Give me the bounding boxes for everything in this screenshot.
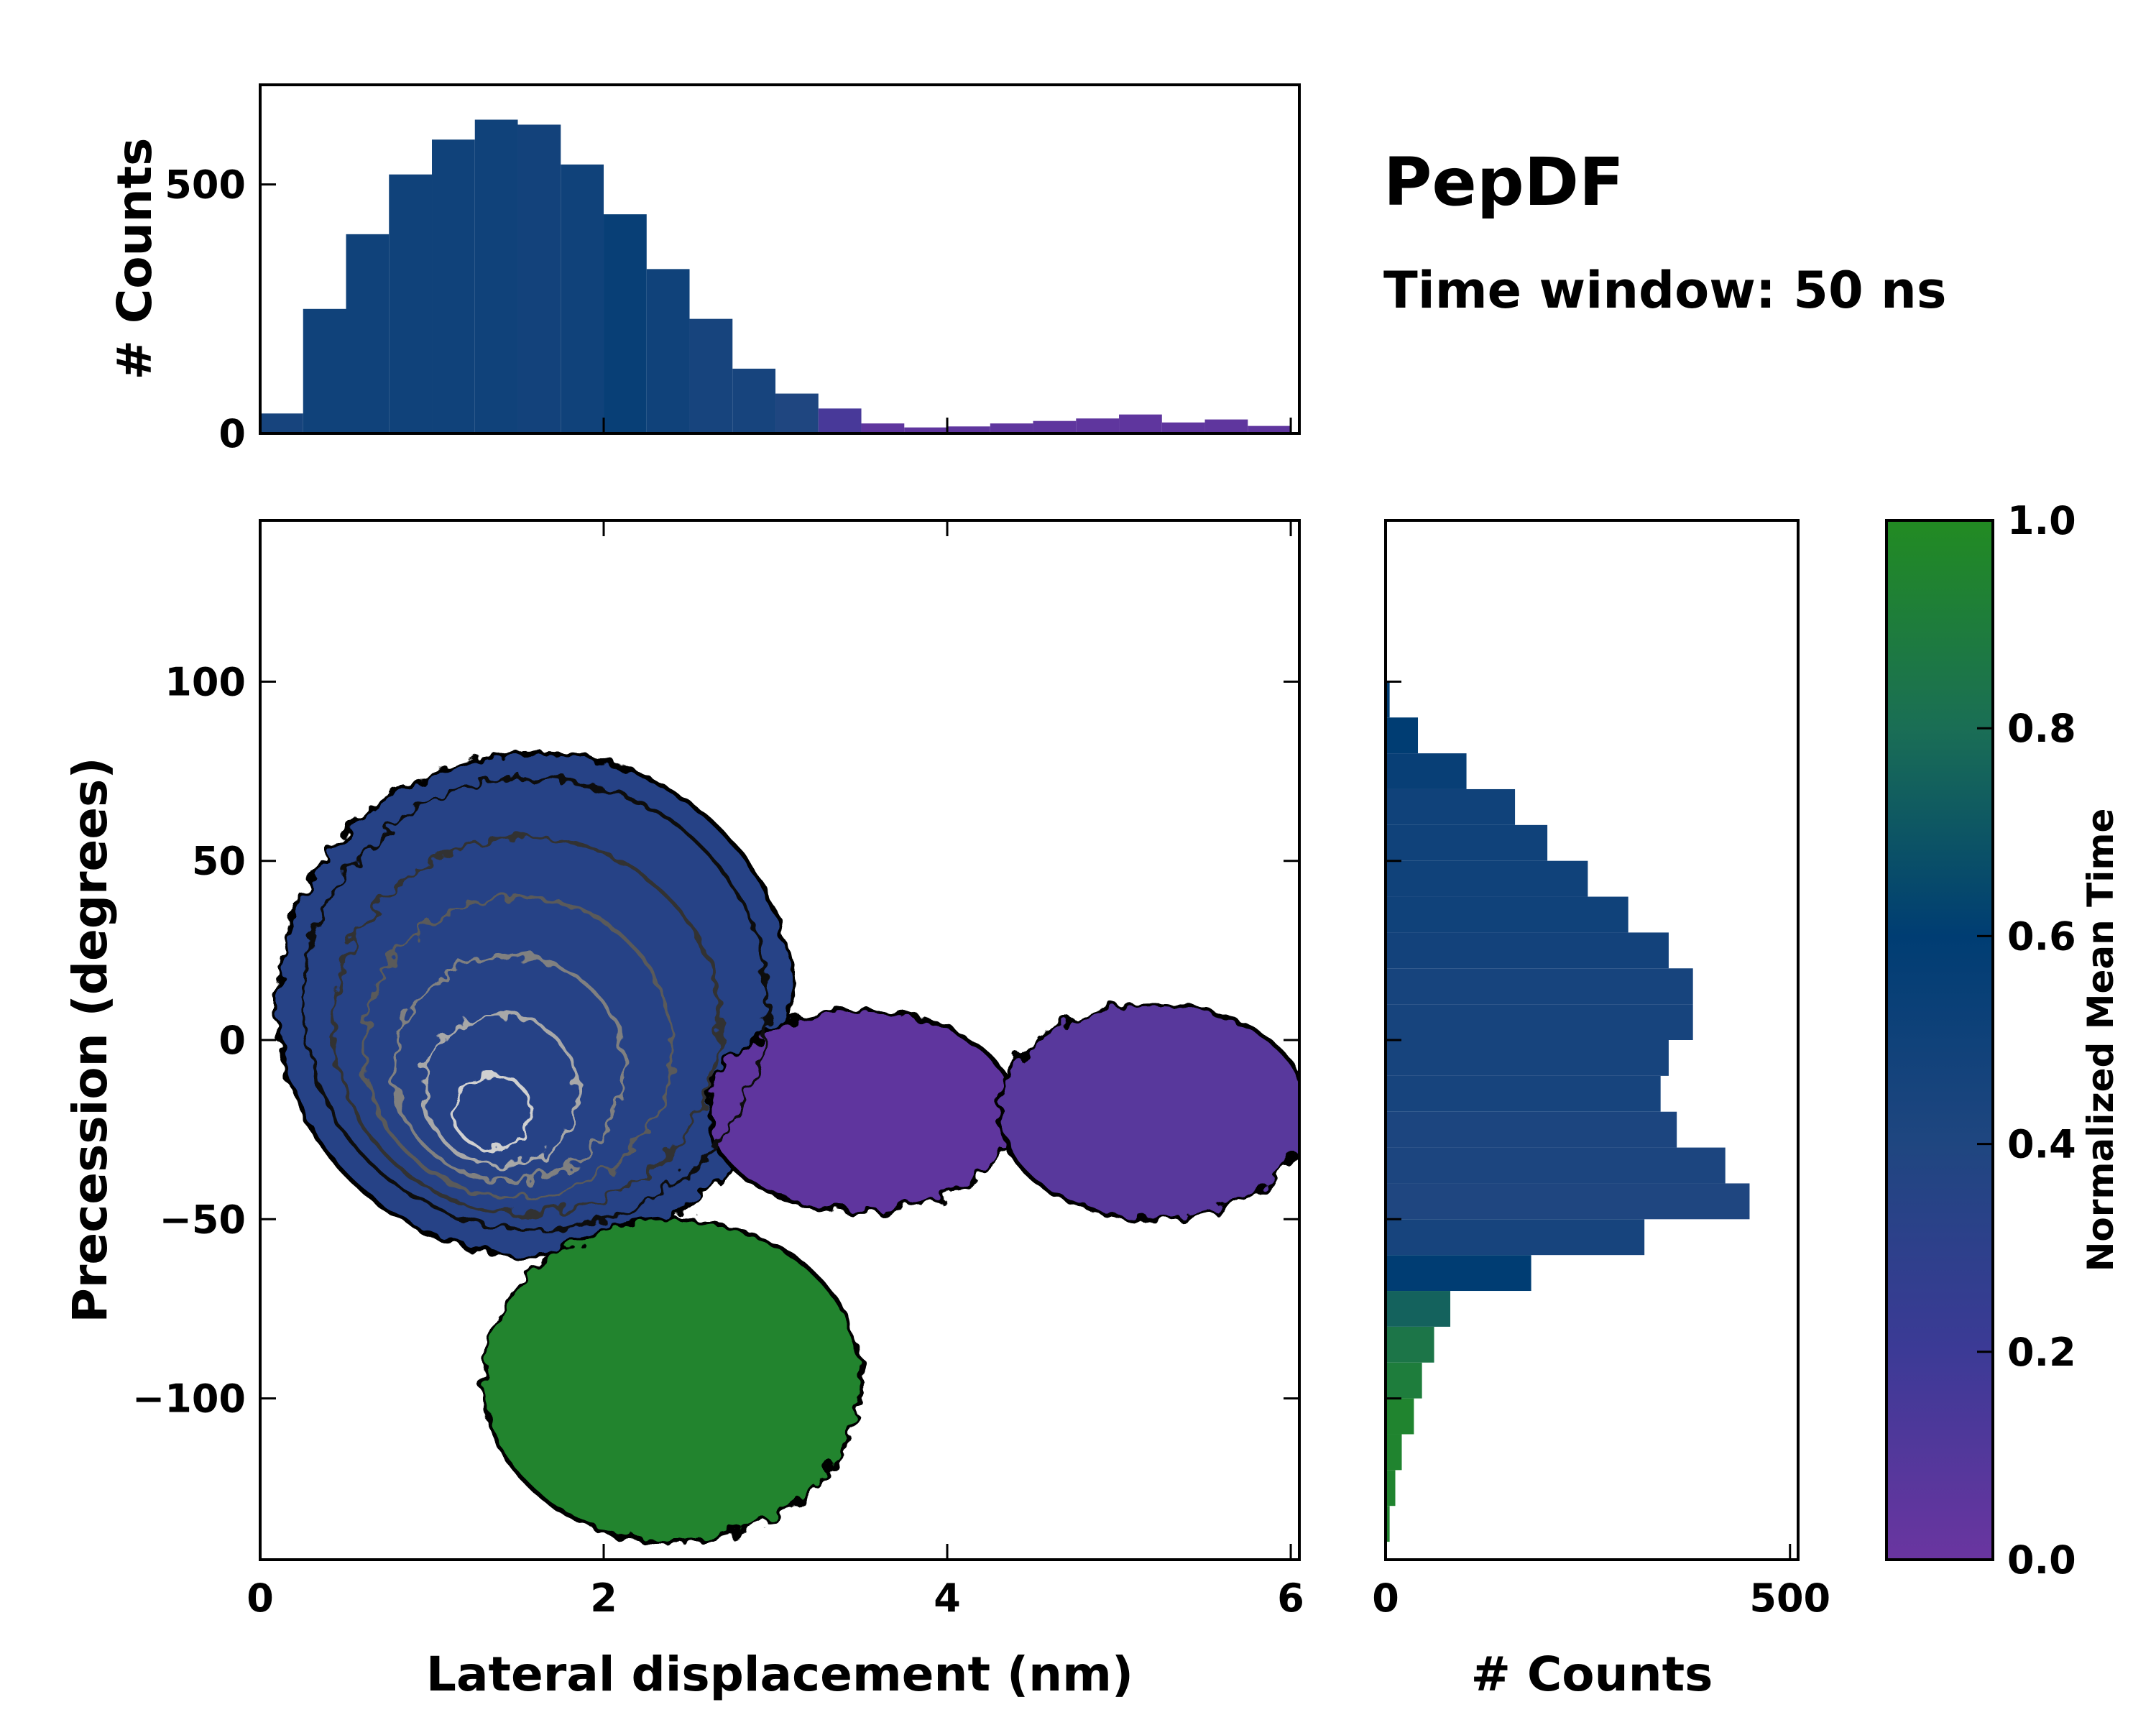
top-histogram-bar: [1204, 419, 1248, 433]
top-histogram-bar: [303, 308, 346, 433]
right-histogram-bar: [1386, 1470, 1396, 1506]
right-histogram-bar: [1386, 1147, 1726, 1184]
right-histogram-bar: [1386, 1326, 1434, 1363]
right-histogram-bar: [1386, 824, 1548, 861]
right-histogram-bar: [1386, 1111, 1677, 1148]
colorbar-tick-label: 0.6: [2007, 914, 2076, 959]
right-histogram-ticks: 0 500: [1372, 680, 1830, 1621]
main-heatmap-ticks: 0 2 4 6 −100 −50 0 50 100: [132, 520, 1304, 1621]
right-histogram-bar: [1386, 717, 1419, 754]
right-histogram-bar: [1386, 896, 1628, 933]
main-xtick-label: 2: [590, 1576, 617, 1621]
right-histogram-bars: [1386, 681, 1750, 1542]
right-histogram-bar: [1386, 932, 1669, 969]
top-histogram-bar: [861, 423, 905, 433]
top-histogram-bar: [1119, 414, 1162, 433]
top-ytick-label: 500: [165, 162, 246, 208]
top-histogram-bar: [904, 427, 948, 433]
top-histogram-frame: [259, 83, 1301, 435]
right-histogram-bar: [1386, 1506, 1390, 1542]
colorbar-tick-label: 0.2: [2007, 1330, 2076, 1375]
main-xtick-label: 6: [1277, 1576, 1304, 1621]
colorbar-bar: [1885, 519, 1994, 1561]
top-histogram-bar: [346, 234, 390, 433]
top-histogram-bar: [1161, 422, 1205, 433]
colorbar-tick-label: 0.8: [2007, 706, 2076, 751]
right-histogram: 0 500 # Counts: [1372, 519, 1830, 1702]
right-histogram-bar: [1386, 1255, 1531, 1292]
right-histogram-bar: [1386, 1040, 1669, 1076]
colorbar-tick-label: 0.0: [2007, 1537, 2076, 1583]
chart-subtitle: Time window: 50 ns: [1383, 261, 1947, 320]
top-histogram: 0 500 # Counts: [107, 83, 1301, 456]
chart-title: PepDF: [1383, 144, 1624, 221]
top-histogram-bar: [474, 119, 518, 433]
right-histogram-bar: [1386, 1291, 1451, 1327]
main-xtick-label: 4: [934, 1576, 961, 1621]
right-histogram-bar: [1386, 1183, 1750, 1220]
main-ytick-label: 50: [192, 839, 246, 884]
main-heatmap: 0 2 4 6 −100 −50 0 50 100 Lateral displacement (…: [63, 519, 1304, 1702]
right-histogram-bar: [1386, 860, 1588, 897]
top-histogram-bar: [561, 164, 604, 433]
right-histogram-bar: [1386, 968, 1693, 1005]
top-histogram-bar: [260, 413, 303, 433]
top-histogram-bar: [1033, 420, 1077, 433]
right-histogram-bar: [1386, 753, 1467, 789]
colorbar: 0.0 0.2 0.4 0.6 0.8 1.0 Normalized Mean Time: [1885, 498, 2122, 1583]
colorbar-ticks: 0.0 0.2 0.4 0.6 0.8 1.0: [1977, 498, 2076, 1583]
right-histogram-bar: [1386, 1362, 1422, 1399]
right-histogram-bar: [1386, 1075, 1661, 1112]
top-histogram-bar: [517, 124, 561, 433]
top-histogram-bar: [990, 423, 1033, 433]
top-histogram-bar: [947, 426, 990, 433]
right-xtick-label: 0: [1372, 1576, 1399, 1621]
contour-ring: [391, 954, 627, 1184]
right-histogram-bar: [1386, 788, 1516, 825]
top-ytick-label: 0: [218, 411, 246, 456]
top-histogram-bar: [689, 318, 733, 433]
colorbar-tick-label: 0.4: [2007, 1122, 2076, 1167]
top-histogram-bar: [604, 214, 647, 433]
region-right-purple-lobe: [996, 1002, 1299, 1222]
contour-ring: [331, 835, 722, 1216]
colorbar-tick-label: 1.0: [2007, 498, 2076, 543]
main-xtick-label: 0: [247, 1576, 274, 1621]
right-histogram-bar: [1386, 1434, 1402, 1471]
top-histogram-bar: [646, 269, 690, 433]
right-xtick-label: 500: [1749, 1576, 1830, 1621]
top-histogram-bar: [389, 174, 433, 433]
top-histogram-bar: [432, 139, 475, 433]
right-histogram-bar: [1386, 1004, 1693, 1040]
right-histogram-xlabel: # Counts: [1471, 1647, 1713, 1702]
contour-ring: [301, 776, 769, 1232]
top-histogram-bar: [818, 408, 862, 433]
region-purple-bridge: [704, 1009, 1018, 1215]
right-histogram-bar: [1386, 681, 1390, 718]
main-ytick-label: 100: [165, 659, 246, 704]
main-ylabel: Precession (degrees): [63, 757, 118, 1322]
top-histogram-bar: [732, 368, 776, 433]
contour-ring: [361, 895, 675, 1200]
contour-ring: [451, 1072, 533, 1151]
region-lower-green-lobe: [481, 1217, 864, 1545]
top-histogram-ylabel: # Counts: [107, 138, 162, 380]
right-histogram-bar: [1386, 1219, 1645, 1256]
top-histogram-bar: [775, 393, 819, 433]
colorbar-label: Normalized Mean Time: [2080, 809, 2122, 1272]
main-ytick-label: 0: [218, 1018, 246, 1063]
main-xlabel: Lateral displacement (nm): [426, 1647, 1133, 1702]
heatmap-contours: [301, 776, 769, 1232]
top-histogram-bars: [260, 119, 1291, 433]
heatmap-regions: [275, 751, 1299, 1545]
right-histogram-bar: [1386, 1398, 1414, 1435]
main-ytick-label: −50: [160, 1197, 246, 1242]
top-histogram-bar: [1248, 426, 1291, 433]
contour-ring: [421, 1013, 580, 1168]
main-ytick-label: −100: [132, 1376, 246, 1422]
top-histogram-ticks: 0 500: [165, 162, 1292, 456]
top-histogram-bar: [1076, 418, 1120, 433]
